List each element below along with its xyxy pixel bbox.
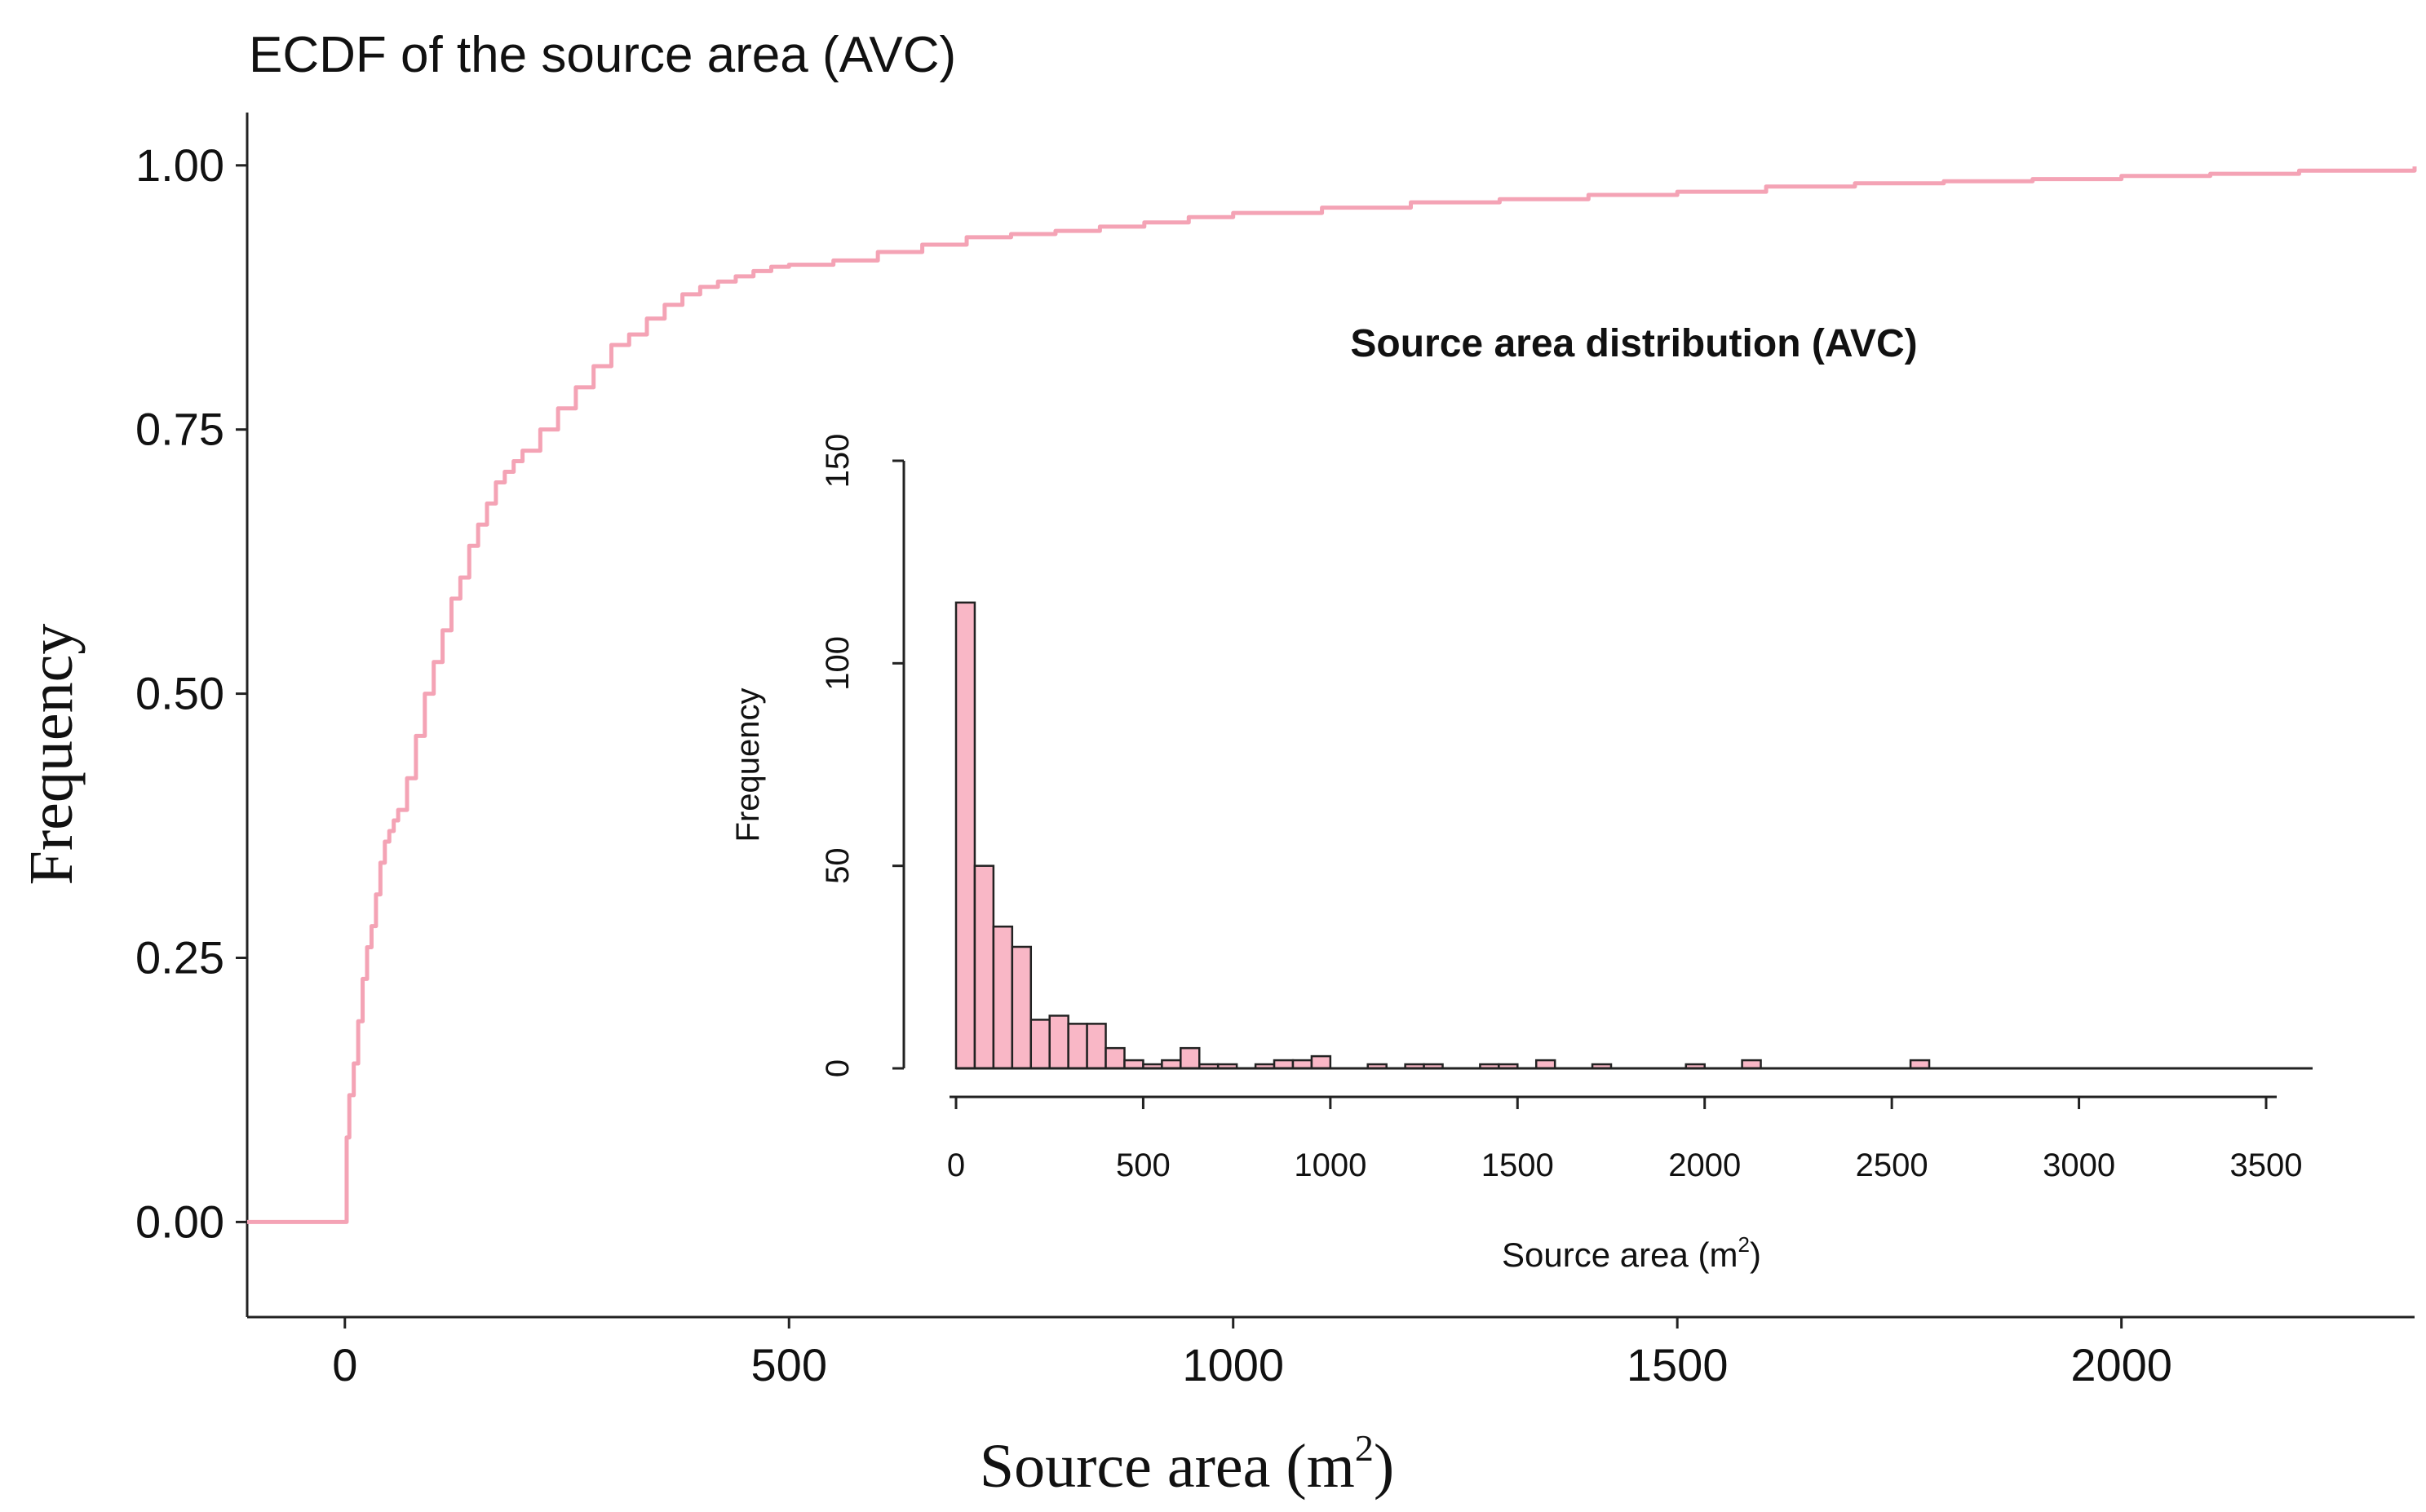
- histogram-x-tick-label: 1500: [1481, 1147, 1554, 1183]
- ecdf-x-tick-label: 0: [332, 1339, 357, 1390]
- histogram-x-axis-label: Source area (m2): [1502, 1232, 1761, 1274]
- ecdf-y-tick-label: 1.00: [135, 139, 224, 191]
- ecdf-x-axis-label-close: ): [1374, 1432, 1394, 1501]
- histogram-y-tick-label: 100: [820, 636, 856, 691]
- histogram-bar: [1029, 1019, 1051, 1070]
- histogram-bar: [973, 864, 995, 1070]
- ecdf-y-ticks: 0.00 0.25 0.50 0.75 1.00: [135, 139, 247, 1247]
- histogram-y-ticks: 0 50 100 150: [820, 434, 904, 1077]
- histogram-bar: [1105, 1046, 1126, 1070]
- ecdf-y-axis-label: Frequency: [17, 624, 86, 886]
- histogram-x-tick-label: 2000: [1668, 1147, 1741, 1183]
- histogram-x-tick-label: 3500: [2230, 1147, 2303, 1183]
- histogram-y-tick-label: 50: [820, 847, 856, 884]
- ecdf-series-line: [247, 166, 2417, 1224]
- ecdf-x-axis-label-main: Source area (m: [980, 1432, 1355, 1501]
- histogram-bars: [954, 601, 1931, 1070]
- histogram-x-tick-label: 1000: [1294, 1147, 1366, 1183]
- ecdf-y-tick-label: 0.00: [135, 1196, 224, 1247]
- ecdf-x-tick-label: 2000: [2070, 1339, 2172, 1390]
- ecdf-y-tick-label: 0.50: [135, 668, 224, 719]
- ecdf-x-axis-label-sup: 2: [1355, 1427, 1374, 1469]
- ecdf-title: ECDF of the source area (AVC): [249, 27, 956, 83]
- histogram-bar: [1067, 1023, 1088, 1070]
- histogram-bar: [1048, 1015, 1069, 1070]
- histogram-x-tick-label: 0: [947, 1147, 965, 1183]
- histogram-inset: Source area distribution (AVC) 0 50 100 150…: [730, 322, 2313, 1274]
- histogram-x-axis-label-main: Source area (m: [1502, 1236, 1738, 1274]
- histogram-bar: [1310, 1054, 1332, 1070]
- histogram-bar: [1086, 1023, 1107, 1070]
- ecdf-x-ticks: 0 500 1000 1500 2000: [332, 1317, 2172, 1390]
- histogram-bar: [954, 601, 976, 1070]
- histogram-x-tick-label: 2500: [1856, 1147, 1928, 1183]
- histogram-y-tick-label: 0: [820, 1059, 856, 1077]
- histogram-bar: [992, 925, 1014, 1070]
- histogram-title: Source area distribution (AVC): [1350, 322, 1917, 365]
- histogram-x-tick-label: 3000: [2043, 1147, 2115, 1183]
- ecdf-chart: ECDF of the source area (AVC) 0.000.250.…: [17, 27, 2417, 1501]
- histogram-bar: [1011, 945, 1033, 1070]
- ecdf-y-tick-label: 0.75: [135, 404, 224, 455]
- ecdf-y-tick-label: 0.25: [135, 931, 224, 983]
- histogram-x-axis-label-sup: 2: [1738, 1232, 1749, 1257]
- ecdf-x-axis-label: Source area (m2): [980, 1427, 1394, 1501]
- histogram-x-tick-label: 500: [1116, 1147, 1171, 1183]
- histogram-bar: [1180, 1046, 1201, 1070]
- ecdf-x-tick-label: 1500: [1627, 1339, 1729, 1390]
- ecdf-x-tick-label: 500: [751, 1339, 827, 1390]
- ecdf-x-tick-label: 1000: [1182, 1339, 1284, 1390]
- histogram-x-ticks: 0 500 1000 1500 2000 2500 3000 3500: [947, 1097, 2303, 1183]
- histogram-y-axis-label: Frequency: [730, 688, 766, 842]
- histogram-y-tick-label: 150: [820, 434, 856, 489]
- histogram-x-axis-label-close: ): [1750, 1236, 1761, 1274]
